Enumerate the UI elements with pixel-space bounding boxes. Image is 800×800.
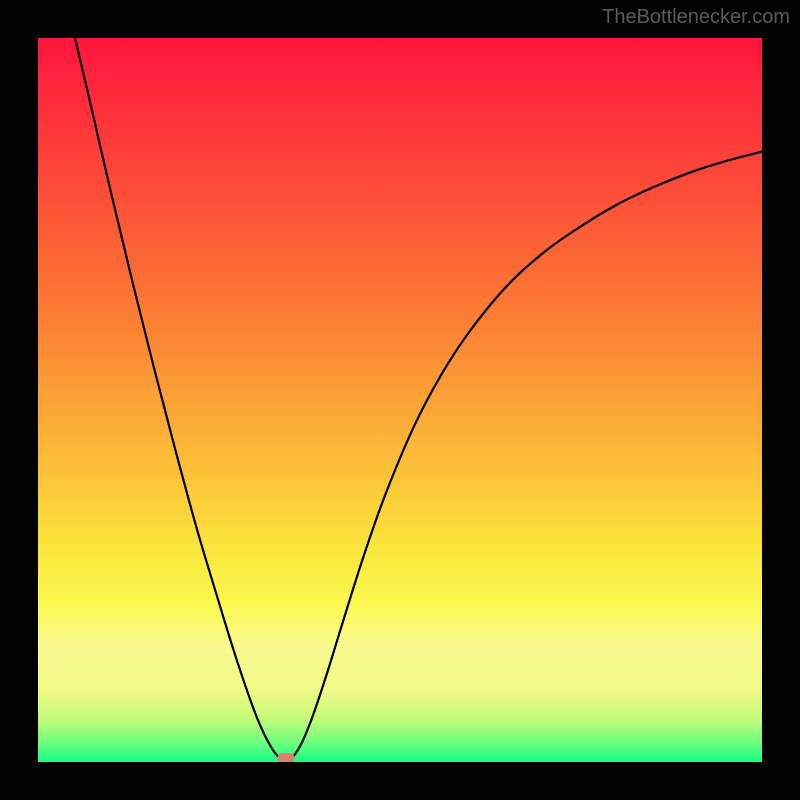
bottleneck-curve <box>75 38 762 761</box>
chart-outer: TheBottlenecker.com <box>0 0 800 800</box>
optimal-point-marker <box>277 753 294 762</box>
chart-curve-svg <box>38 38 762 762</box>
watermark-text: TheBottlenecker.com <box>602 6 790 29</box>
chart-plot-area <box>38 38 762 762</box>
